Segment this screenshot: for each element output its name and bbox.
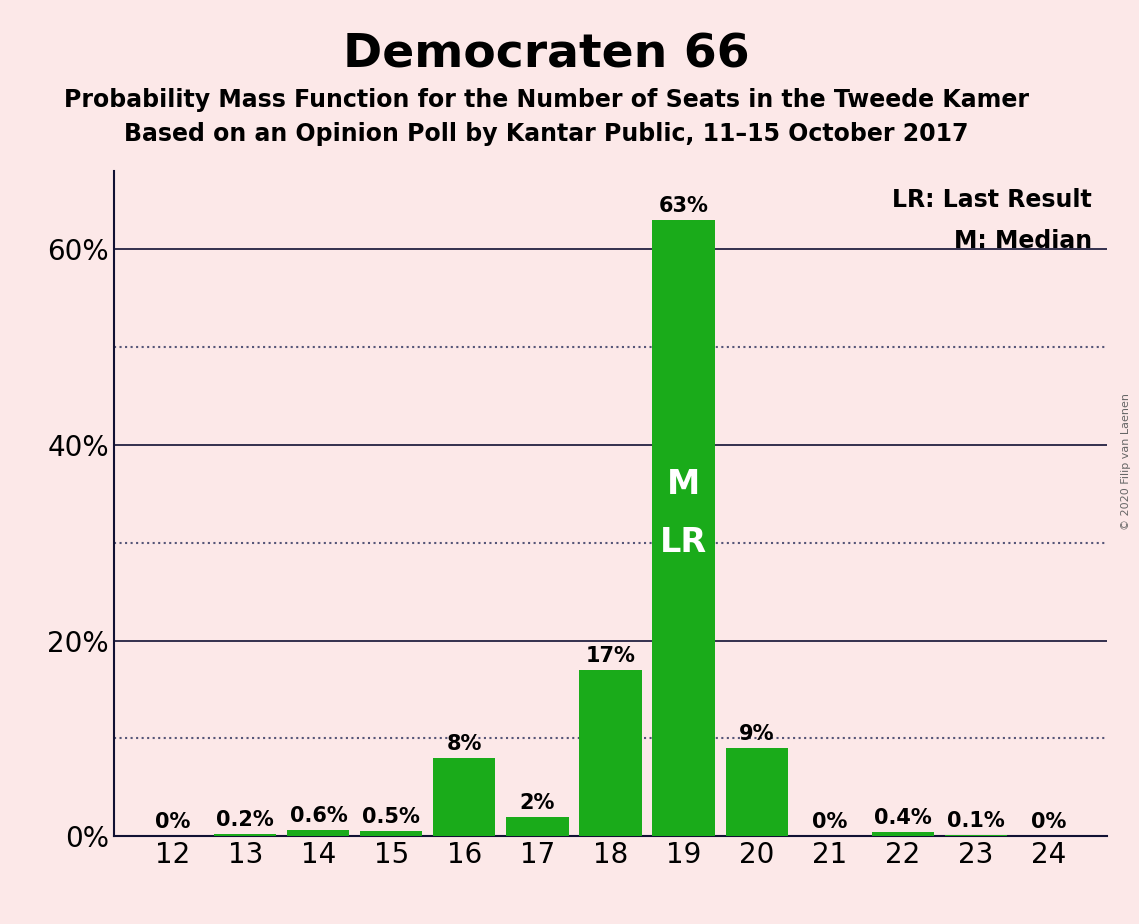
Text: Based on an Opinion Poll by Kantar Public, 11–15 October 2017: Based on an Opinion Poll by Kantar Publi… — [124, 122, 969, 146]
Bar — [287, 831, 350, 836]
Text: 0%: 0% — [812, 812, 847, 833]
Text: 2%: 2% — [519, 793, 555, 813]
Bar — [653, 220, 714, 836]
Text: 0%: 0% — [155, 812, 190, 833]
Bar — [726, 748, 787, 836]
Bar — [214, 834, 277, 836]
Bar — [360, 832, 423, 836]
Text: © 2020 Filip van Laenen: © 2020 Filip van Laenen — [1121, 394, 1131, 530]
Text: 0.4%: 0.4% — [874, 808, 932, 829]
Text: M: Median: M: Median — [954, 229, 1092, 253]
Text: LR: Last Result: LR: Last Result — [893, 188, 1092, 212]
Bar — [944, 835, 1007, 836]
Text: 0.5%: 0.5% — [362, 808, 420, 827]
Bar — [871, 833, 934, 836]
Text: 63%: 63% — [658, 196, 708, 216]
Text: Probability Mass Function for the Number of Seats in the Tweede Kamer: Probability Mass Function for the Number… — [64, 88, 1030, 112]
Text: M: M — [667, 468, 700, 501]
Text: 0.2%: 0.2% — [216, 810, 274, 831]
Text: 0.6%: 0.6% — [289, 807, 347, 826]
Bar — [507, 817, 568, 836]
Text: 9%: 9% — [739, 724, 775, 744]
Text: LR: LR — [659, 526, 707, 559]
Bar — [434, 758, 495, 836]
Text: 0%: 0% — [1031, 812, 1066, 833]
Text: 17%: 17% — [585, 646, 636, 666]
Text: 0.1%: 0.1% — [947, 811, 1005, 832]
Text: 8%: 8% — [446, 734, 482, 754]
Bar — [580, 670, 641, 836]
Text: Democraten 66: Democraten 66 — [343, 32, 751, 78]
